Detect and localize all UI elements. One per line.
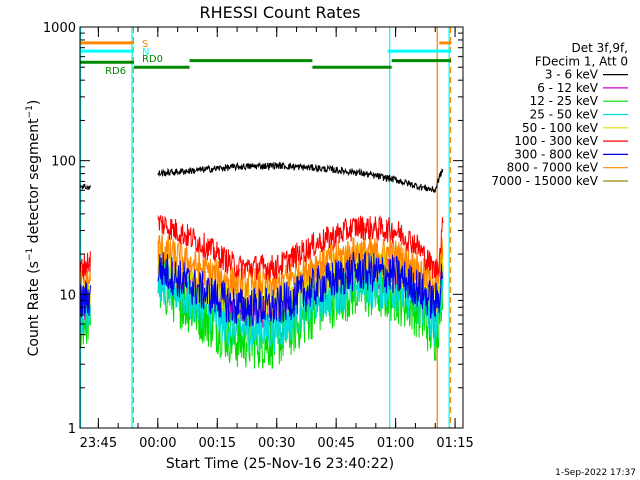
y-tick-label: 1	[68, 422, 76, 437]
x-tick-label: 23:45	[80, 436, 117, 451]
legend-entry-label: 300 - 800 keV	[514, 147, 598, 161]
legend-entry-label: 100 - 300 keV	[514, 134, 598, 148]
y-tick-label: 100	[51, 155, 76, 170]
plot-frame	[79, 26, 464, 429]
y-axis-label: Count Rate (s−1 detector segment−1)	[25, 100, 42, 357]
chart-title: RHESSI Count Rates	[200, 3, 361, 22]
date-stamp: 1-Sep-2022 17:37	[555, 468, 636, 478]
x-tick-label: 01:15	[436, 436, 473, 451]
x-tick-label: 00:45	[317, 436, 354, 451]
x-axis-label: Start Time (25-Nov-16 23:40:22)	[166, 456, 394, 472]
state-bar-label: N	[142, 47, 149, 58]
state-bar-label: RD6	[105, 66, 126, 77]
y-tick-label: 1000	[43, 21, 76, 36]
x-tick-label: 00:00	[139, 436, 176, 451]
x-tick-label: 01:00	[377, 436, 414, 451]
y-tick-label: 10	[59, 288, 76, 303]
legend-header-line: FDecim 1, Att 0	[535, 54, 628, 68]
legend-entry-label: 6 - 12 keV	[537, 81, 599, 95]
state-bar-label: S	[142, 39, 148, 50]
state-bar-label: RD0	[142, 54, 163, 65]
legend-entry-label: 50 - 100 keV	[522, 121, 599, 135]
legend-header-line: Det 3f,9f,	[572, 41, 629, 55]
legend-entry-label: 800 - 7000 keV	[507, 161, 599, 175]
legend-entry-label: 25 - 50 keV	[530, 108, 599, 122]
legend-entry-label: 3 - 6 keV	[545, 68, 599, 82]
x-tick-label: 00:30	[258, 436, 295, 451]
legend-entry-label: 7000 - 15000 keV	[491, 174, 598, 188]
x-tick-label: 00:15	[199, 436, 236, 451]
legend-entry-label: 12 - 25 keV	[530, 94, 599, 108]
